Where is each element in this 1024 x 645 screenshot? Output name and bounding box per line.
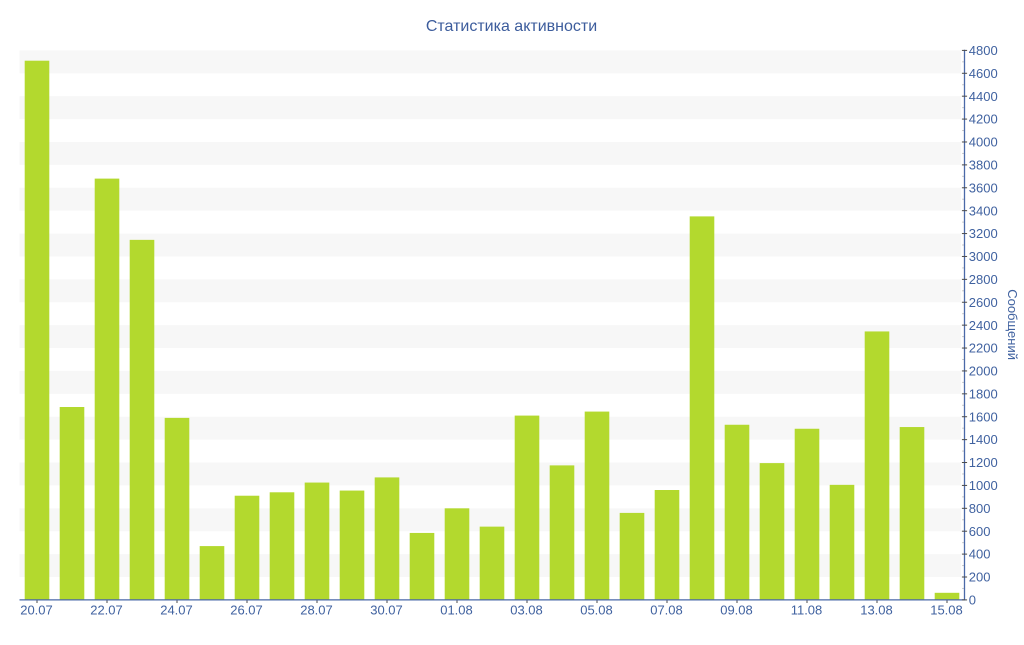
svg-text:4600: 4600 [969,66,998,81]
svg-text:2200: 2200 [969,341,998,356]
svg-text:1800: 1800 [969,386,998,401]
svg-text:200: 200 [969,570,991,585]
svg-text:03.08: 03.08 [510,603,543,618]
svg-text:26.07: 26.07 [230,603,263,618]
svg-text:3400: 3400 [969,203,998,218]
svg-text:800: 800 [969,501,991,516]
svg-text:3600: 3600 [969,180,998,195]
svg-text:24.07: 24.07 [160,603,193,618]
svg-text:28.07: 28.07 [300,603,333,618]
svg-text:01.08: 01.08 [440,603,473,618]
svg-text:22.07: 22.07 [90,603,123,618]
svg-text:2800: 2800 [969,272,998,287]
svg-text:20.07: 20.07 [20,603,53,618]
svg-text:3200: 3200 [969,226,998,241]
svg-text:3800: 3800 [969,157,998,172]
svg-text:05.08: 05.08 [580,603,613,618]
svg-text:07.08: 07.08 [650,603,683,618]
svg-text:4400: 4400 [969,89,998,104]
svg-text:15.08: 15.08 [930,603,963,618]
svg-text:0: 0 [969,593,976,608]
svg-text:1400: 1400 [969,432,998,447]
svg-text:4800: 4800 [969,43,998,58]
svg-text:1600: 1600 [969,409,998,424]
svg-text:1200: 1200 [969,455,998,470]
svg-text:2600: 2600 [969,295,998,310]
svg-text:600: 600 [969,524,991,539]
svg-text:3000: 3000 [969,249,998,264]
svg-text:2400: 2400 [969,318,998,333]
svg-text:4000: 4000 [969,135,998,150]
svg-text:09.08: 09.08 [720,603,753,618]
svg-text:13.08: 13.08 [860,603,893,618]
svg-text:11.08: 11.08 [791,603,823,618]
svg-text:2000: 2000 [969,364,998,379]
svg-text:400: 400 [969,547,991,562]
svg-text:1000: 1000 [969,478,998,493]
svg-text:30.07: 30.07 [370,603,403,618]
svg-text:4200: 4200 [969,112,998,127]
svg-text:Статистика активности: Статистика активности [426,18,597,35]
svg-text:Сообщений: Сообщений [1005,289,1020,360]
